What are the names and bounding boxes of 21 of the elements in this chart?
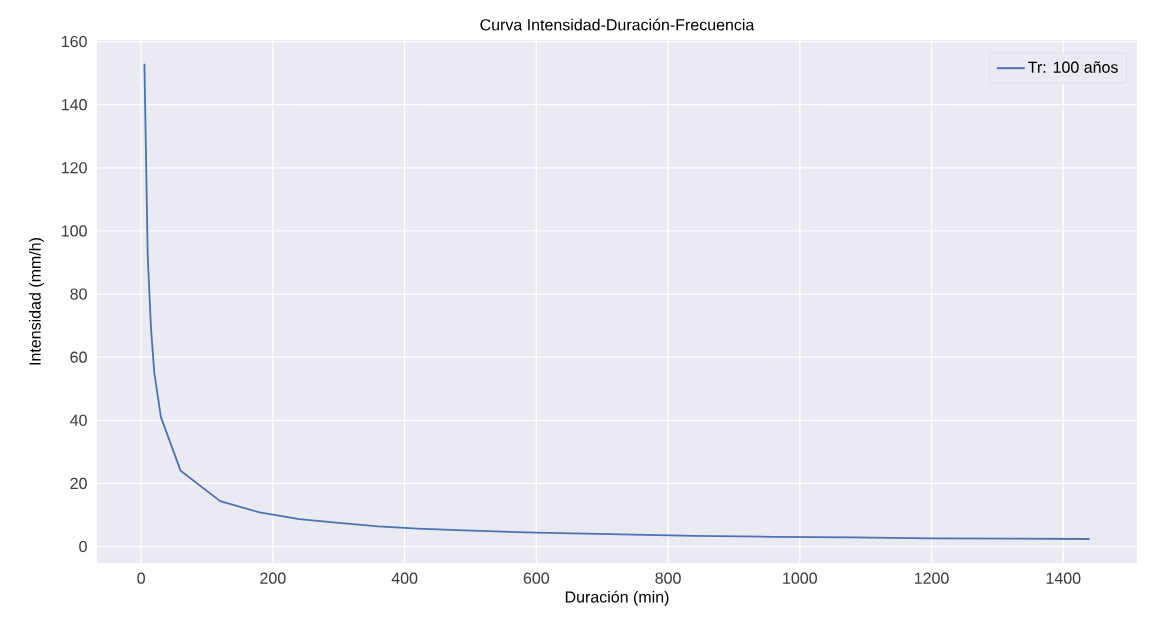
x-tick-label: 0 [137, 572, 145, 584]
y-tick-label: 0 [79, 540, 87, 553]
x-tick-label: 200 [260, 572, 286, 584]
x-tick-label: 400 [391, 572, 418, 584]
y-tick-label: 120 [62, 162, 87, 174]
chart-title: Curva Intensidad-Duración-Frecuencia [480, 18, 755, 31]
x-tick-label: 600 [523, 572, 550, 584]
x-tick-label: 1400 [1046, 572, 1081, 584]
y-axis-title: Intensidad (mm/h) [29, 238, 44, 365]
x-tick-label: 800 [655, 572, 681, 584]
y-tick-label: 100 [62, 225, 87, 237]
x-tick-label: 1200 [914, 572, 949, 584]
y-tick-label: 160 [62, 35, 87, 48]
legend-label: Tr: 100 años [1028, 61, 1118, 73]
y-tick-label: 20 [70, 477, 87, 490]
y-tick-label: 40 [70, 414, 87, 426]
x-axis-title: Duración (min) [565, 590, 669, 606]
y-tick-label: 140 [62, 99, 87, 111]
x-tick-label: 1000 [783, 572, 817, 584]
y-tick-label: 60 [70, 351, 87, 363]
y-tick-label: 80 [70, 288, 87, 300]
